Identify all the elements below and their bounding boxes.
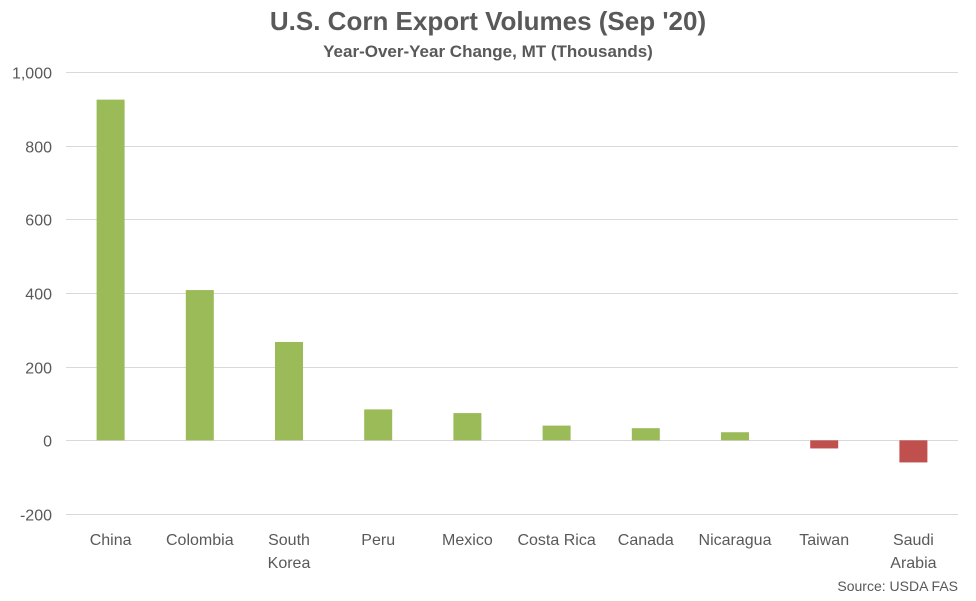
bar xyxy=(721,432,749,441)
bar xyxy=(96,99,125,441)
x-tick-label: Colombia xyxy=(166,532,234,549)
x-tick-label: Taiwan xyxy=(799,532,849,549)
bar xyxy=(899,440,928,463)
x-tick-label: Peru xyxy=(361,532,395,549)
y-tick-label: 200 xyxy=(25,361,52,378)
bar xyxy=(364,409,393,441)
bar xyxy=(542,425,571,441)
x-tick-label: Canada xyxy=(618,532,674,549)
bar xyxy=(275,341,303,441)
chart-subtitle: Year-Over-Year Change, MT (Thousands) xyxy=(323,42,653,61)
bar xyxy=(185,290,214,441)
chart-title: U.S. Corn Export Volumes (Sep '20) xyxy=(269,6,707,36)
bar xyxy=(631,428,660,441)
bar xyxy=(453,413,482,441)
x-tick-label: Nicaragua xyxy=(699,532,772,549)
x-tick-label: Saudi xyxy=(893,532,934,549)
x-tick-label: Arabia xyxy=(890,555,936,572)
x-tick-label: Costa Rica xyxy=(517,532,595,549)
y-tick-label: 600 xyxy=(25,213,52,230)
y-tick-label: 800 xyxy=(25,140,52,157)
x-tick-label: Korea xyxy=(268,555,311,572)
source-note: Source: USDA FAS xyxy=(837,578,958,594)
y-tick-label: 1,000 xyxy=(12,66,52,83)
x-tick-label: China xyxy=(90,532,132,549)
bar xyxy=(810,440,839,449)
x-tick-label: South xyxy=(268,532,310,549)
y-tick-label: -200 xyxy=(20,508,52,525)
y-tick-label: 400 xyxy=(25,287,52,304)
x-tick-label: Mexico xyxy=(442,532,493,549)
y-tick-label: 0 xyxy=(43,434,52,451)
